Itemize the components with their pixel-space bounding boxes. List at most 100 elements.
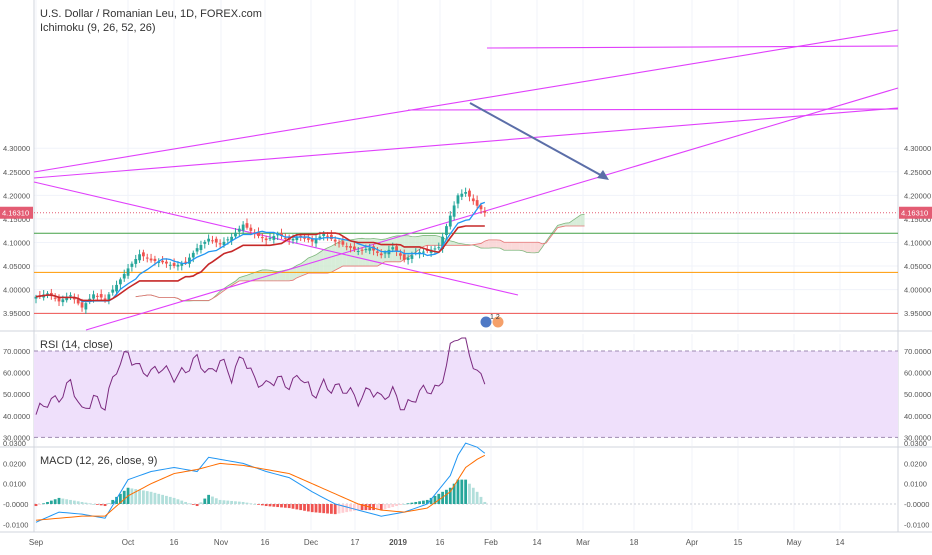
candle-body xyxy=(364,249,367,250)
macd-histogram-bar xyxy=(211,497,214,504)
rsi-tick-label-left: 60.0000 xyxy=(3,369,30,378)
candle-body xyxy=(242,225,245,231)
macd-histogram-bar xyxy=(307,504,310,511)
time-tick-label: Oct xyxy=(122,538,135,547)
candle-body xyxy=(322,234,325,236)
candle-body xyxy=(460,194,463,197)
trendline-drawings[interactable] xyxy=(34,30,898,330)
candle-body xyxy=(142,252,145,256)
cloud-segment xyxy=(527,242,531,253)
candle-body xyxy=(284,238,287,239)
time-tick-label: 16 xyxy=(261,538,270,547)
macd-histogram-bar xyxy=(192,504,195,505)
candle-body xyxy=(292,239,295,241)
candle-body xyxy=(472,198,475,201)
macd-tick-label: -0.0000 xyxy=(904,500,929,509)
macd-histogram-bar xyxy=(330,504,333,514)
macd-histogram-bar xyxy=(107,503,110,504)
candle-body xyxy=(238,229,241,232)
price-tick-label: 4.05000 xyxy=(904,262,931,271)
price-tick-label: 4.00000 xyxy=(904,286,931,295)
symbol-title[interactable]: U.S. Dollar / Romanian Leu, 1D, FOREX.co… xyxy=(40,8,262,20)
ichimoku-legend[interactable]: Ichimoku (9, 26, 52, 26) xyxy=(40,22,156,34)
time-tick-label: 17 xyxy=(351,538,360,547)
macd-histogram-bar xyxy=(146,491,149,504)
macd-histogram-bar xyxy=(457,480,460,504)
macd-histogram-bar xyxy=(269,504,272,506)
macd-histogram-bar xyxy=(326,504,329,513)
macd-histogram-bar xyxy=(445,490,448,504)
rsi-tick-label: 40.0000 xyxy=(904,412,931,421)
macd-histogram-bar xyxy=(357,504,360,510)
candle-body xyxy=(353,247,356,250)
cloud-segment xyxy=(262,270,266,281)
macd-histogram-bar xyxy=(272,504,275,507)
macd-histogram-bar xyxy=(200,502,203,504)
macd-histogram-bar xyxy=(165,496,168,504)
time-tick-label: 14 xyxy=(533,538,542,547)
candle-body xyxy=(403,254,406,260)
candle-body xyxy=(96,296,99,297)
price-tick-label: 4.30000 xyxy=(904,144,931,153)
current-price-label: 4.16310 xyxy=(901,209,928,218)
macd-tick-label-left: -0.0000 xyxy=(3,500,28,509)
macd-legend[interactable]: MACD (12, 26, close, 9) xyxy=(40,455,157,467)
cloud-segment xyxy=(320,250,324,273)
macd-histogram-bar xyxy=(234,501,237,504)
candle-body xyxy=(376,251,379,252)
candle-body xyxy=(249,228,252,231)
macd-histogram-bar xyxy=(388,504,391,508)
cloud-segment xyxy=(324,248,328,273)
macd-histogram-bar xyxy=(219,500,222,504)
candle-body xyxy=(269,238,272,239)
cloud-segment xyxy=(435,235,439,245)
macd-histogram-bar xyxy=(154,493,157,504)
candlestick-series xyxy=(35,188,487,314)
candle-body xyxy=(81,302,84,307)
candle-body xyxy=(165,262,168,264)
cloud-segment xyxy=(489,240,493,248)
macd-histogram-bar xyxy=(242,502,245,504)
tenkan-sen xyxy=(36,202,485,301)
cloud-segment xyxy=(427,235,431,245)
candle-body xyxy=(127,268,130,275)
macd-histogram-bar xyxy=(334,504,337,514)
macd-histogram-bar xyxy=(196,504,199,506)
macd-pane xyxy=(34,443,898,522)
candle-body xyxy=(104,298,107,299)
cloud-segment xyxy=(331,244,335,272)
ichimoku-cloud xyxy=(136,214,585,301)
cloud-segment xyxy=(516,242,520,250)
macd-histogram-bar xyxy=(411,503,414,504)
macd-histogram-bar xyxy=(403,504,406,505)
macd-histogram-bar xyxy=(35,504,38,506)
candle-body xyxy=(100,294,103,297)
macd-histogram-bar xyxy=(223,500,226,504)
macd-histogram-bar xyxy=(230,501,233,504)
candle-body xyxy=(207,239,210,242)
cloud-segment xyxy=(270,270,274,281)
candle-body xyxy=(203,242,206,244)
rsi-legend[interactable]: RSI (14, close) xyxy=(40,339,113,351)
candle-body xyxy=(334,240,337,242)
macd-histogram-bar xyxy=(422,501,425,504)
candle-body xyxy=(341,241,344,244)
macd-histogram-bar xyxy=(288,504,291,508)
candle-body xyxy=(434,248,437,249)
macd-histogram-bar xyxy=(177,499,180,504)
macd-histogram-bar xyxy=(188,503,191,504)
time-tick-label: 18 xyxy=(630,538,639,547)
cloud-segment xyxy=(347,240,351,266)
macd-tick-label: 0.0300 xyxy=(904,439,927,448)
channel-upper-line xyxy=(34,30,898,172)
cloud-segment xyxy=(504,242,508,250)
candle-body xyxy=(453,205,456,216)
macd-histogram-bar xyxy=(203,499,206,504)
cloud-segment xyxy=(316,252,320,273)
price-tick-label-left: 4.10000 xyxy=(3,238,30,247)
candle-body xyxy=(219,243,222,244)
candle-body xyxy=(69,295,72,296)
macd-histogram-bar xyxy=(399,504,402,505)
